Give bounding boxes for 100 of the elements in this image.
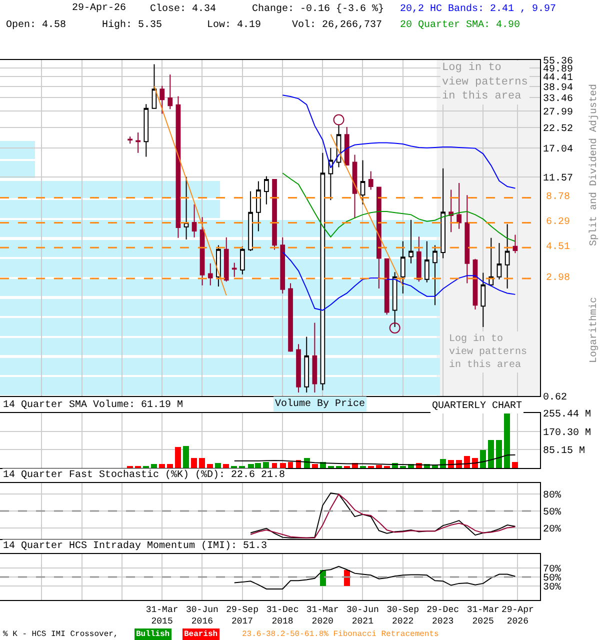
candlestick [512,234,518,254]
bar [215,463,221,468]
candlestick [392,272,398,328]
x-tick-label: 30-Jun 2021 [346,604,379,626]
candlestick [496,242,502,280]
x-tick-label: 31-Mar 2015 [146,604,178,626]
bar [312,464,318,468]
candlestick [200,216,205,286]
y-tick-label: 20% [543,524,562,536]
ref-line-label: 4.51 [546,242,570,253]
candlestick [376,186,382,289]
bar [151,464,157,468]
bar [488,440,494,468]
text: Change: -0.16 {-3.6 %} [252,3,384,15]
annotation: Log in to view patterns in this area [449,333,528,371]
y-tick-label: 50% [543,508,562,518]
candlestick [504,224,510,289]
bar [472,458,478,468]
x-tick-label: 31-Mar 2025 [466,604,500,626]
text: Open: 4.58 [6,20,66,31]
text: 20 Quarter SMA: 4.90 [400,20,520,31]
candlestick [184,176,189,240]
bar [496,440,502,468]
candlestick [480,272,486,328]
bar [191,458,197,468]
y-tick-label: 0.62 [543,392,568,404]
x-tick-label: 29-Dec 2023 [426,604,460,626]
candlestick [408,219,414,264]
candlestick [416,236,422,282]
band-label: Log in to view patterns in this area [442,62,528,103]
candlestick [264,176,269,205]
chart-title: 14 Quarter HCS Intraday Momentum (IMI): 51.3 [3,540,268,552]
candlestick [168,74,173,110]
ref-line-label: 2.98 [546,273,570,284]
bar [199,458,205,468]
candlestick [400,240,406,294]
x-tick-label: 31-Dec 2018 [266,604,299,626]
chart-title: 14 Quarter Fast Stochastic (%K) (%D): 22.6 21.8 [3,469,286,481]
candlestick [160,85,165,114]
chart-title: 14 Quarter SMA Volume: 61.19 M [3,399,184,411]
ref-line-label: 8.78 [546,192,570,203]
text: % K - HCS IMI Crossover, [3,630,118,639]
text: Bearish [184,630,218,639]
bar [167,464,173,468]
bar [272,463,277,468]
candlestick [144,104,149,158]
candlestick [304,336,310,393]
line-series [234,566,516,590]
bar [512,462,518,468]
candlestick [240,246,245,275]
x-tick-label: 30-Jun 2016 [186,604,218,626]
bar [183,446,189,468]
bar [223,464,229,468]
bar [280,463,286,468]
text: Logarithmic [588,296,600,363]
text: 29-Apr-26 [72,3,126,14]
candlestick [248,190,253,252]
y-tick-label: 27.99 [543,108,574,119]
y-tick-label: 80% [543,490,562,502]
bar [288,462,293,468]
candlestick [128,136,132,144]
candlestick [256,180,261,232]
bar [304,458,310,468]
bar [175,447,181,468]
candlestick [208,262,213,286]
y-tick-label: 44.41 [543,72,574,84]
candlestick [192,204,197,238]
y-tick-label: 170.30 M [543,428,592,439]
x-tick-label: 31-Mar 2020 [306,604,339,626]
line-series [234,454,516,466]
bar [159,464,165,468]
candlestick [440,168,446,259]
ref-line-label: 6.29 [546,217,570,228]
candlestick [280,236,286,294]
y-tick-label: 85.15 M [543,446,586,458]
text: Bullish [136,630,170,639]
candlestick [424,240,430,283]
text: Volume By Price [275,398,366,410]
x-tick-label: 29-Sep 2017 [226,604,258,626]
candlestick [272,179,277,250]
text: Split and Dividend Adjusted [588,84,600,246]
text: QUARTERLY CHART [432,401,522,412]
bar [504,413,510,468]
y-tick-label: 17.04 [543,144,574,156]
candlestick [312,322,318,393]
bar [263,462,269,468]
bar [376,465,382,468]
bar [464,456,470,468]
candlestick [152,64,157,109]
candlestick [352,154,358,219]
x-tick-label: 29-Apr 2026 [501,604,534,626]
y-tick-label: 11.57 [543,174,574,185]
candlestick [456,182,462,230]
y-tick-label: 255.44 M [543,410,592,420]
candlestick [464,194,470,284]
candlestick [136,132,140,154]
candlestick [360,160,366,205]
text: 20,2 HC Bands: 2.41 , 9.97 [400,3,556,15]
line-series [282,252,516,311]
y-tick-label: 38.94 [543,82,574,94]
